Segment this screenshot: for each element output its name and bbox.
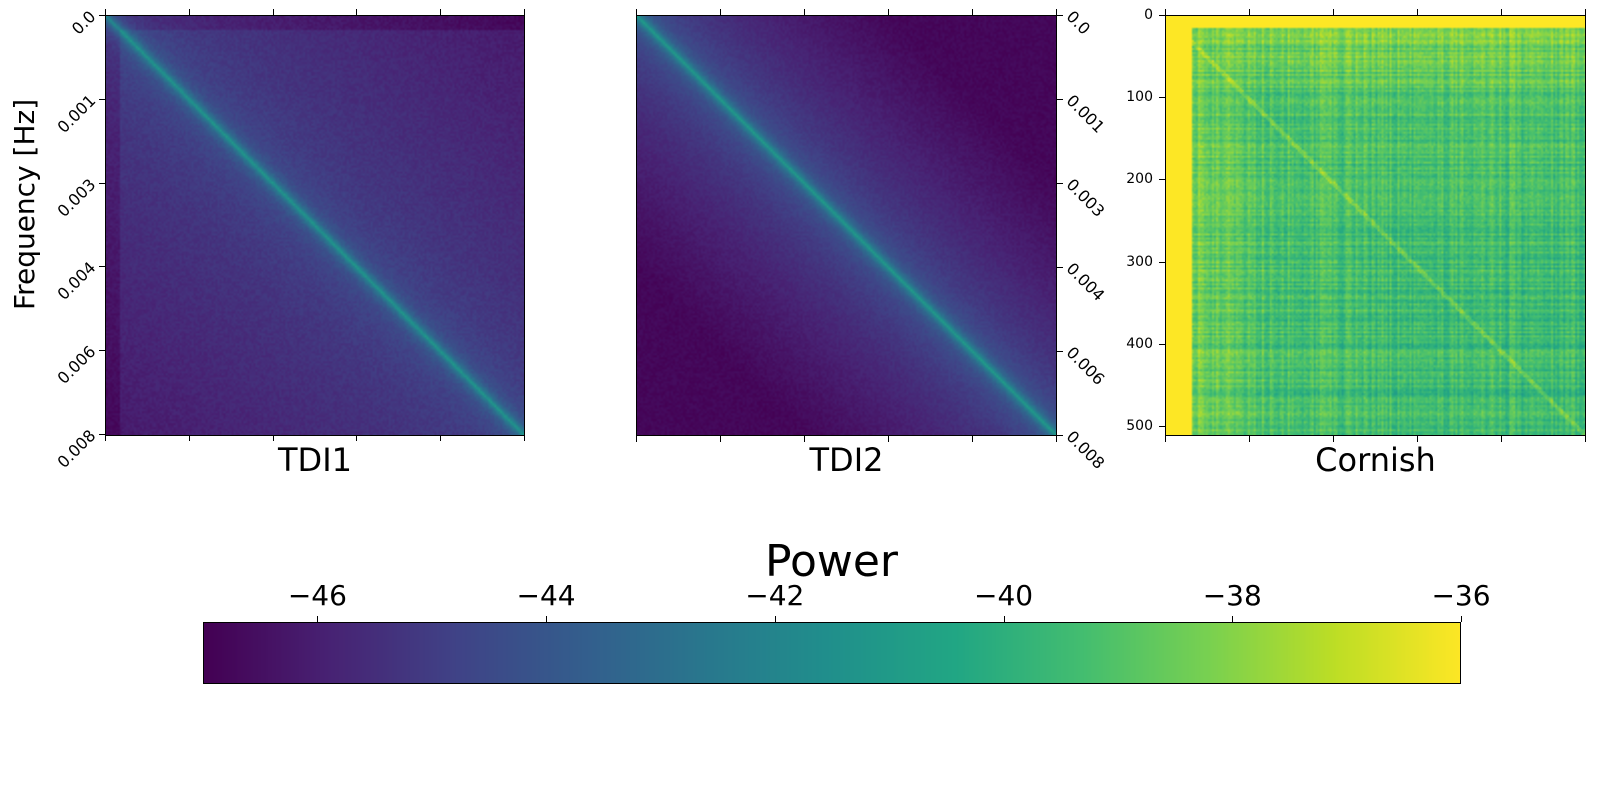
xtick-bottom <box>1249 436 1250 442</box>
ytick <box>99 266 105 268</box>
colorbar-tick <box>546 616 548 622</box>
xtick-top <box>1249 9 1250 15</box>
xtick-top <box>1585 9 1586 15</box>
ytick-label: 0.001 <box>53 90 100 137</box>
xtick-top <box>804 9 805 15</box>
y-axis-label: Frequency [Hz] <box>8 98 41 310</box>
xtick-top <box>1333 9 1334 15</box>
colorbar-tick <box>1232 616 1234 622</box>
colorbar-tick <box>317 616 319 622</box>
colorbar-tick-label: −44 <box>516 579 576 612</box>
xtick-top <box>524 9 525 15</box>
ytick <box>1159 261 1165 263</box>
xtick-bottom <box>1585 436 1586 442</box>
ytick-label: 0 <box>1144 7 1153 23</box>
ytick-label: 0.004 <box>53 258 100 305</box>
ytick <box>1057 15 1063 16</box>
xtick-top <box>720 9 721 15</box>
ytick <box>1057 99 1063 100</box>
xtick-bottom <box>440 435 442 441</box>
xtick-bottom <box>272 435 274 441</box>
heatmap-canvas-cornish <box>1166 16 1585 435</box>
xtick-bottom <box>888 436 889 442</box>
xtick-bottom <box>972 436 973 442</box>
panel-tdi1: 0.0 0.001 0.003 0.004 0.006 0.008 TDI1 <box>0 0 540 480</box>
ytick <box>1057 351 1063 352</box>
colorbar-tick-label: −46 <box>287 579 347 612</box>
colorbar-title: Power <box>764 536 899 587</box>
xtick-bottom <box>1165 436 1166 442</box>
xtick-top <box>356 9 358 15</box>
ytick-label: 300 <box>1126 253 1153 270</box>
ytick <box>1159 179 1165 181</box>
ytick <box>1159 426 1165 428</box>
xtick-bottom <box>720 436 721 442</box>
xtick-top <box>1417 9 1418 15</box>
ytick <box>99 434 105 435</box>
xtick-bottom <box>636 436 637 442</box>
ytick-label: 100 <box>1126 89 1153 106</box>
heatmap-tdi2 <box>636 15 1057 436</box>
xtick-top <box>272 9 274 15</box>
xtick-top <box>105 9 106 15</box>
ytick <box>99 182 105 184</box>
ytick <box>99 15 105 16</box>
colorbar-tick <box>774 616 776 622</box>
panel-tdi2: 0.0 0.001 0.003 0.004 0.006 0.008 TDI2 <box>540 0 1108 480</box>
xtick-top <box>1165 9 1166 15</box>
xtick-top <box>188 9 190 15</box>
colorbar-tick-label: −42 <box>745 579 805 612</box>
xtick-bottom <box>524 435 525 441</box>
heatmap-tdi1 <box>105 15 525 436</box>
ytick-label: 0.008 <box>53 425 100 472</box>
ytick-label: 0.003 <box>53 174 100 221</box>
xtick-top <box>440 9 442 15</box>
xtick-top <box>636 9 637 15</box>
xtick-bottom <box>356 435 358 441</box>
panel-cornish: 0 100 200 300 400 500 Cornish <box>1100 0 1600 480</box>
xtick-bottom <box>1333 436 1334 442</box>
xtick-bottom <box>105 435 106 441</box>
colorbar-tick <box>1003 616 1005 622</box>
ytick <box>1057 183 1063 184</box>
colorbar-tick-label: −40 <box>973 579 1034 612</box>
ytick <box>99 350 105 352</box>
ytick-label: 200 <box>1126 171 1153 188</box>
ytick-label: 500 <box>1126 418 1153 435</box>
ytick <box>99 98 105 100</box>
heatmap-canvas-tdi2 <box>637 16 1056 435</box>
xtick-bottom <box>1501 436 1502 442</box>
xtick-top <box>888 9 889 15</box>
xtick-bottom <box>188 435 190 441</box>
panel-title-tdi2: TDI2 <box>809 441 884 479</box>
colorbar-gradient <box>204 623 1460 683</box>
colorbar-tick-label: −36 <box>1431 579 1491 612</box>
xtick-bottom <box>1417 436 1418 442</box>
ytick <box>1159 15 1165 16</box>
ytick <box>1159 97 1165 99</box>
ytick <box>1057 435 1063 436</box>
ytick <box>1159 343 1165 345</box>
colorbar-tick <box>1461 616 1462 622</box>
xtick-bottom <box>804 436 805 442</box>
colorbar <box>203 622 1461 684</box>
panel-title-tdi1: TDI1 <box>278 441 352 479</box>
panel-title-cornish: Cornish <box>1315 441 1436 479</box>
ytick-label: 0.006 <box>53 342 100 388</box>
xtick-top <box>1501 9 1502 15</box>
ytick-label: 0.0 <box>67 6 100 39</box>
ytick-label: 400 <box>1126 335 1153 352</box>
xtick-top <box>1056 9 1057 15</box>
heatmap-canvas-tdi1 <box>106 16 524 435</box>
heatmap-cornish <box>1165 15 1586 436</box>
xtick-bottom <box>1056 436 1057 442</box>
xtick-top <box>972 9 973 15</box>
ytick <box>1057 267 1063 268</box>
colorbar-tick-label: −38 <box>1202 579 1262 612</box>
